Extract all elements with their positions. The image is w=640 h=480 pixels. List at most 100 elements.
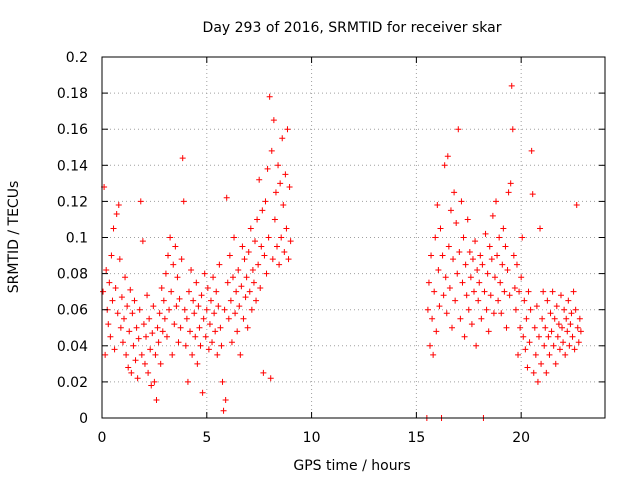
data-point <box>466 248 473 255</box>
data-point <box>560 339 567 346</box>
data-point <box>151 378 158 385</box>
data-point <box>491 274 498 281</box>
data-point <box>185 288 192 295</box>
data-point <box>527 306 534 313</box>
data-point <box>486 243 493 250</box>
plot-frame <box>101 56 606 419</box>
data-point <box>280 202 287 209</box>
data-point <box>535 333 542 340</box>
data-point <box>495 297 502 304</box>
data-point <box>425 279 432 286</box>
data-point <box>259 207 266 214</box>
data-point <box>489 212 496 219</box>
data-point <box>189 351 196 358</box>
data-point <box>444 153 451 160</box>
data-point <box>453 220 460 227</box>
data-point <box>239 243 246 250</box>
data-point <box>169 351 176 358</box>
data-point <box>195 303 202 310</box>
data-point <box>478 315 485 322</box>
data-point <box>249 266 256 273</box>
data-point <box>515 351 522 358</box>
data-point <box>468 321 475 328</box>
data-point <box>476 279 483 286</box>
data-point <box>566 342 573 349</box>
data-point <box>519 234 526 241</box>
data-point <box>122 274 129 281</box>
data-point <box>565 297 572 304</box>
data-point <box>176 295 183 302</box>
data-point <box>133 324 140 331</box>
data-point <box>490 310 497 317</box>
data-point <box>236 303 243 310</box>
data-point <box>182 342 189 349</box>
data-point <box>115 202 122 209</box>
data-point <box>246 288 253 295</box>
data-point <box>111 346 118 353</box>
data-point <box>521 297 528 304</box>
data-point <box>494 252 501 259</box>
data-point <box>109 297 116 304</box>
data-point <box>498 310 505 317</box>
data-point <box>116 256 123 263</box>
chart-title: Day 293 of 2016, SRMTID for receiver ska… <box>203 20 502 36</box>
data-point <box>577 328 584 335</box>
data-point <box>463 292 470 299</box>
data-point <box>253 297 260 304</box>
data-point <box>240 315 247 322</box>
data-point <box>454 270 461 277</box>
data-point <box>434 202 441 209</box>
data-point <box>570 288 577 295</box>
data-point <box>218 342 225 349</box>
data-point <box>132 357 139 364</box>
data-point <box>112 285 119 292</box>
data-point <box>200 315 207 322</box>
data-point <box>124 303 131 310</box>
data-point <box>537 225 544 232</box>
data-point <box>455 126 462 133</box>
data-point <box>131 297 138 304</box>
data-point <box>510 252 517 259</box>
y-tick-label: 0.2 <box>66 50 88 66</box>
axis-ticks <box>101 56 605 419</box>
data-point <box>556 346 563 353</box>
data-point <box>248 306 255 313</box>
data-point <box>177 324 184 331</box>
data-point <box>282 171 289 178</box>
data-point <box>451 189 458 196</box>
data-point <box>225 315 232 322</box>
data-point <box>274 243 281 250</box>
data-point <box>226 252 233 259</box>
data-point <box>472 238 479 245</box>
data-point <box>443 310 450 317</box>
data-point <box>424 306 431 313</box>
data-point <box>224 279 231 286</box>
data-point <box>547 310 554 317</box>
data-point <box>125 364 132 371</box>
data-point <box>555 321 562 328</box>
data-point <box>265 234 272 241</box>
data-point <box>170 261 177 268</box>
data-point <box>461 333 468 340</box>
data-point <box>227 297 234 304</box>
x-axis-tick-labels: 0 5 10 15 20 <box>98 430 531 446</box>
data-point <box>171 321 178 328</box>
data-point <box>286 183 293 190</box>
x-tick-label: 20 <box>512 430 530 446</box>
data-point <box>483 306 490 313</box>
data-point <box>203 306 210 313</box>
x-tick-label: 15 <box>407 430 425 446</box>
data-point <box>561 306 568 313</box>
data-point <box>193 279 200 286</box>
data-point <box>450 256 457 263</box>
data-point <box>529 191 536 198</box>
data-point <box>281 248 288 255</box>
data-point <box>141 360 148 367</box>
data-point <box>262 198 269 205</box>
data-point <box>264 165 271 172</box>
data-point <box>477 252 484 259</box>
data-point <box>447 207 454 214</box>
y-axis-label: SRMTID / TECUs <box>6 181 22 294</box>
data-point <box>165 252 172 259</box>
